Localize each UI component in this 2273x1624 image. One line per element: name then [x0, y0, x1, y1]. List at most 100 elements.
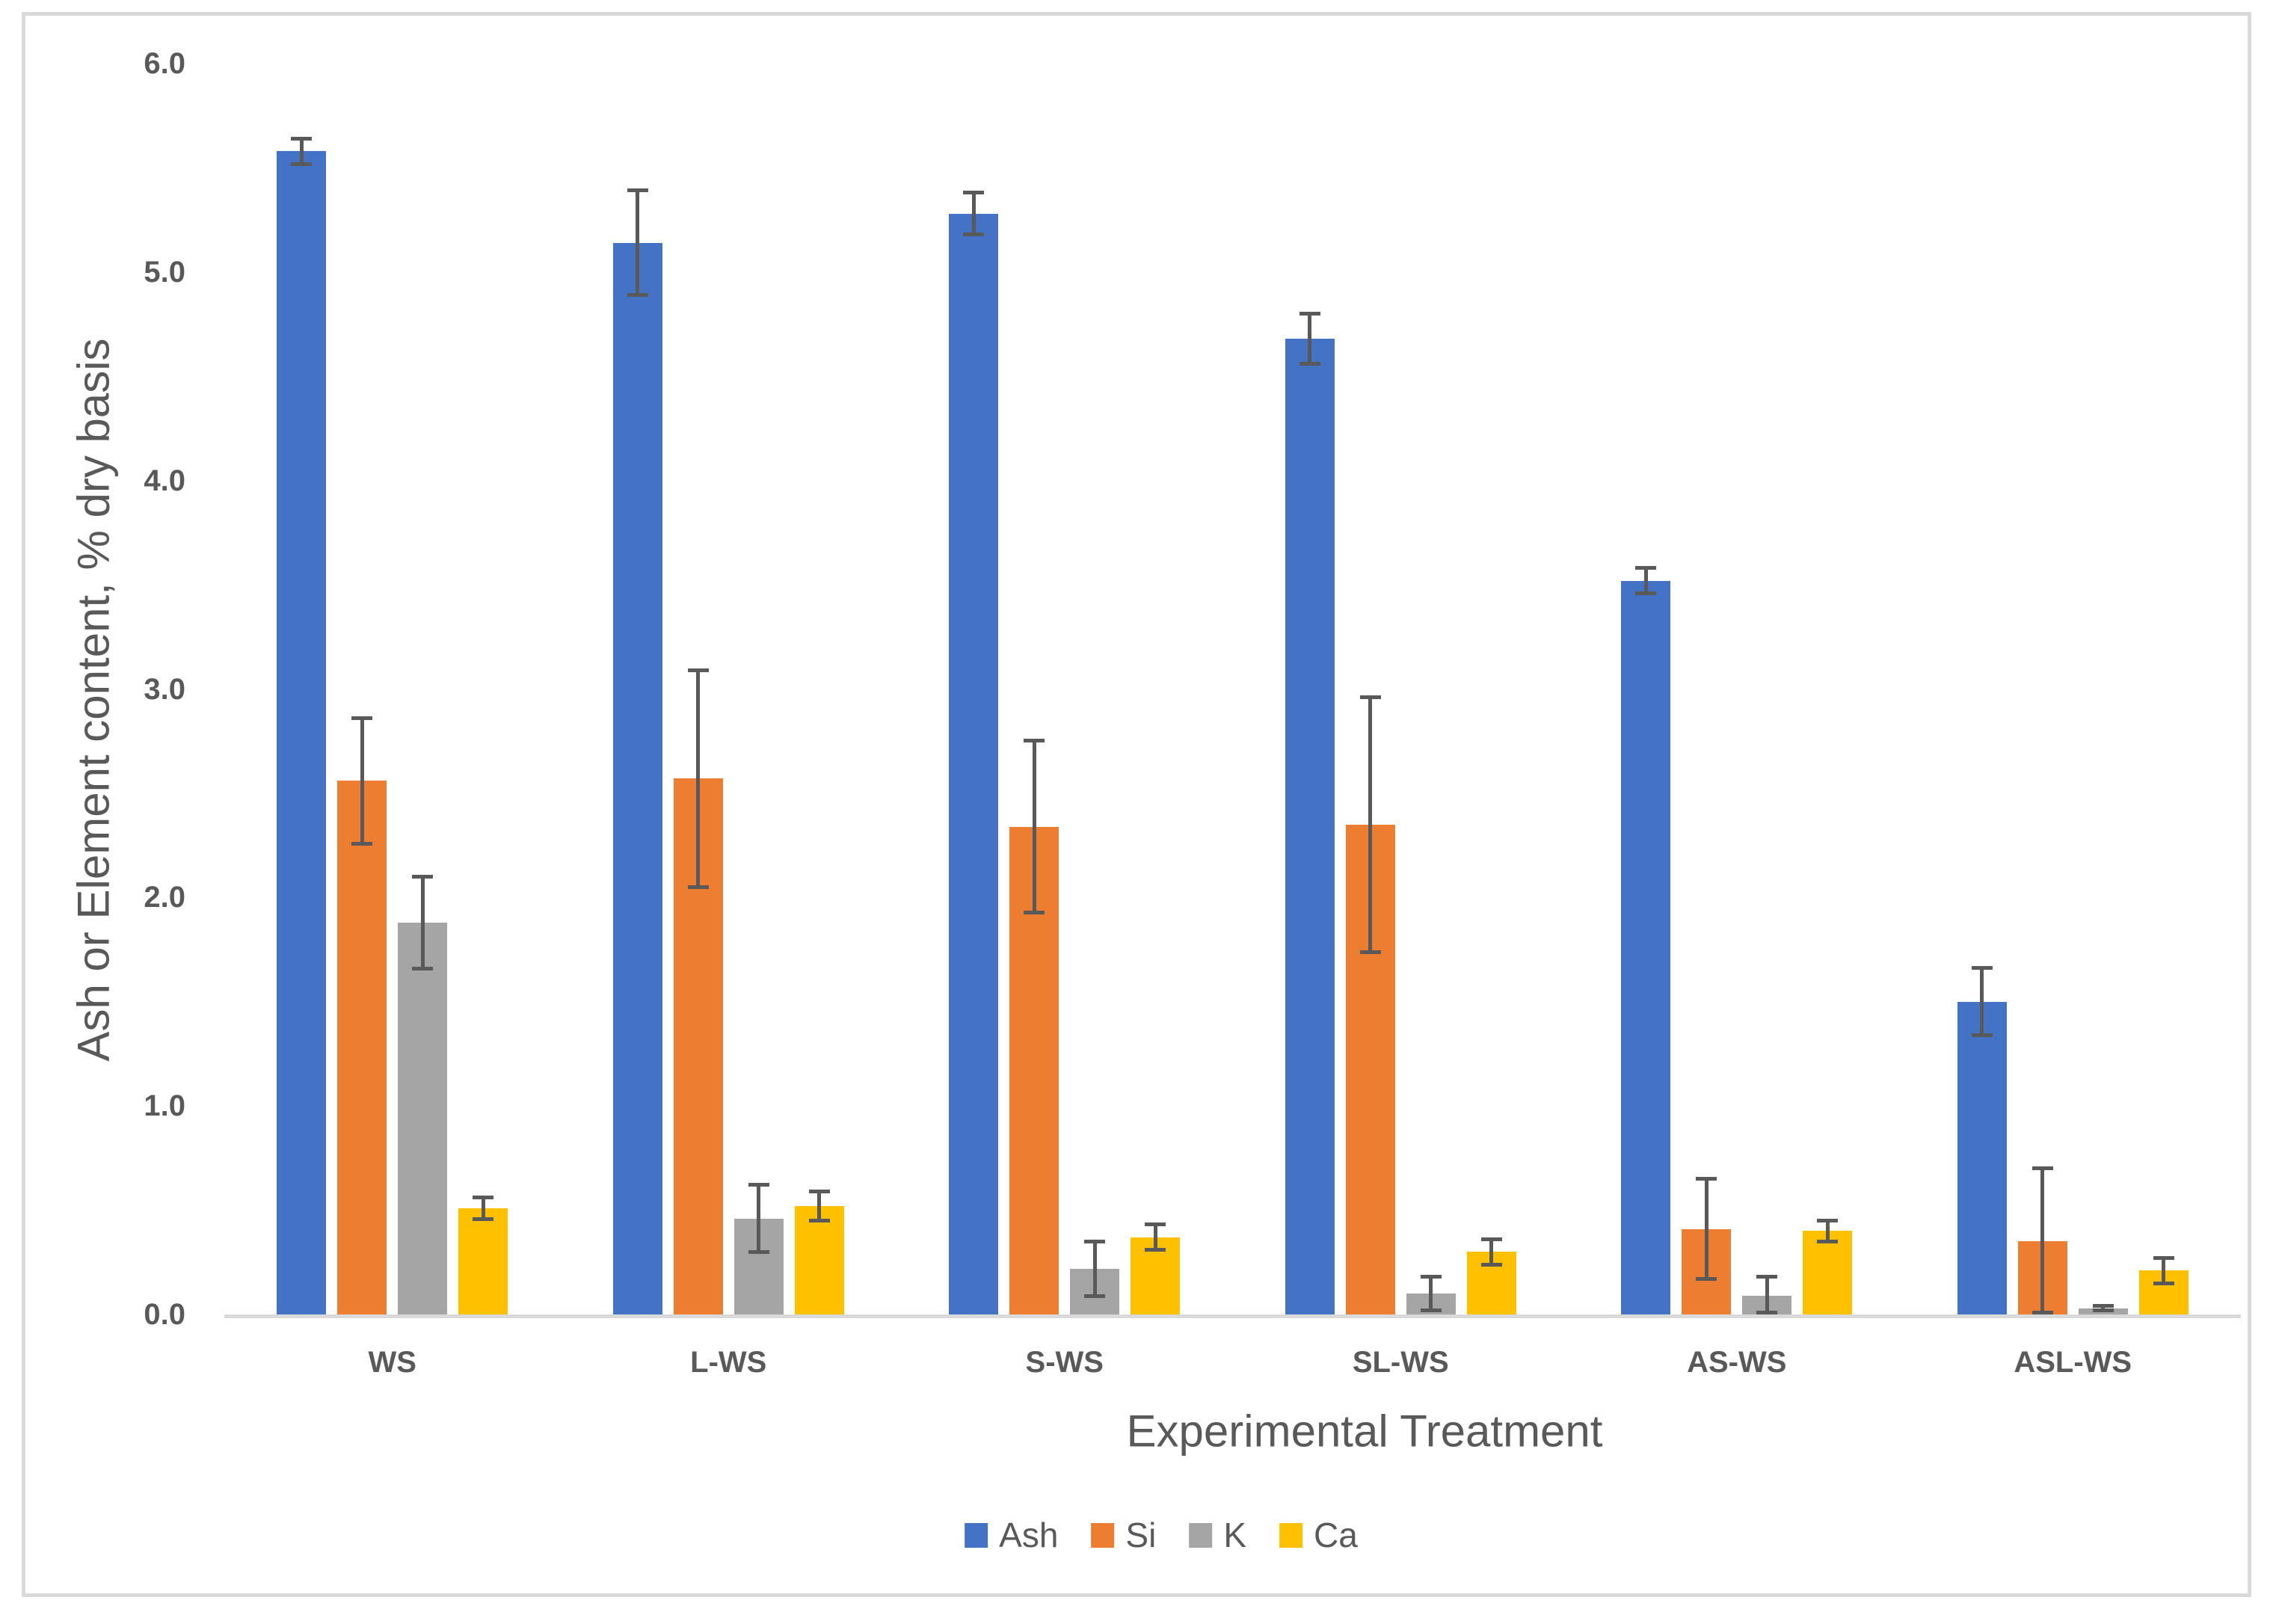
error-bar-line [1704, 1176, 1708, 1282]
y-tick-label-2-0: 2.0 [144, 881, 185, 914]
error-bar-cap [748, 1250, 769, 1255]
bar-si-ws [337, 716, 387, 1314]
error-bar-cap [291, 136, 313, 141]
legend-swatch-k [1189, 1522, 1213, 1548]
error-bar-cap [627, 293, 648, 298]
bar-ash-asl-ws [1957, 966, 2007, 1314]
error-bar-cap [1696, 1176, 1717, 1181]
error-bar-si-asl-ws [2031, 1166, 2053, 1315]
error-bar-ca-ws [473, 1196, 494, 1221]
y-tick-label-3-0: 3.0 [144, 672, 185, 706]
error-bar-cap [2031, 1311, 2053, 1315]
error-bar-cap [1420, 1308, 1442, 1313]
error-bar-k-ws [412, 874, 434, 971]
error-bar-ash-as-ws [1635, 566, 1657, 596]
error-bar-ca-s-ws [1145, 1222, 1166, 1252]
error-bar-line [1643, 566, 1648, 596]
error-bar-line [1368, 695, 1373, 954]
error-bar-cap [1480, 1262, 1502, 1267]
bar-group-ws [224, 64, 561, 1314]
error-bar-cap [1145, 1248, 1166, 1252]
y-tick-label-1-0: 1.0 [144, 1089, 185, 1123]
x-tick-label-asl-ws: ASL-WS [2014, 1346, 2132, 1379]
error-bar-line [2040, 1166, 2045, 1315]
bar-k-s-ws [1070, 1239, 1120, 1314]
error-bar-cap [412, 874, 434, 879]
error-bar-ca-l-ws [808, 1189, 830, 1223]
bar-ca-ws [458, 1196, 508, 1314]
error-bar-cap [473, 1196, 494, 1200]
error-bar-cap [1024, 739, 1045, 743]
error-bar-cap [1145, 1222, 1166, 1227]
x-tick-label-as-ws: AS-WS [1687, 1346, 1787, 1379]
bar-group-s-ws [896, 64, 1233, 1314]
error-bar-cap [1299, 311, 1320, 316]
y-tick-label-6-0: 6.0 [144, 47, 185, 80]
error-bar-si-l-ws [687, 668, 709, 890]
error-bar-ca-sl-ws [1480, 1237, 1502, 1267]
error-bar-cap [2092, 1308, 2114, 1313]
error-bar-k-as-ws [1756, 1275, 1778, 1314]
error-bar-cap [963, 191, 985, 195]
error-bar-line [481, 1196, 485, 1221]
bar-ca-sl-ws [1466, 1237, 1516, 1314]
bar-group-asl-ws [1905, 64, 2242, 1315]
error-bar-cap [2153, 1255, 2174, 1260]
error-bar-si-as-ws [1696, 1176, 1717, 1282]
error-bar-k-asl-ws [2092, 1304, 2114, 1313]
error-bar-cap [1756, 1311, 1778, 1314]
error-bar-line [1825, 1218, 1830, 1244]
error-bar-cap [1971, 1033, 1993, 1038]
error-bar-cap [1696, 1277, 1717, 1282]
error-bar-ash-l-ws [627, 188, 648, 298]
y-axis-tick-labels: 0.0 1.0 2.0 3.0 4.0 5.0 6.0 [0, 0, 185, 1624]
error-bar-line [1032, 739, 1036, 914]
error-bar-k-sl-ws [1420, 1275, 1442, 1313]
error-bar-line [299, 136, 304, 166]
error-bar-line [1092, 1239, 1097, 1298]
error-bar-cap [687, 885, 709, 890]
error-bar-k-s-ws [1084, 1239, 1106, 1298]
legend-item-ca: Ca [1279, 1516, 1358, 1554]
error-bar-line [1308, 311, 1312, 366]
error-bar-ca-as-ws [1817, 1218, 1839, 1244]
error-bar-si-ws [351, 716, 373, 846]
x-tick-label-ws: WS [368, 1346, 416, 1379]
legend-swatch-ash [965, 1522, 988, 1548]
bar-si-as-ws [1682, 1176, 1732, 1314]
error-bar-cap [351, 716, 373, 720]
x-tick-label-s-ws: S-WS [1025, 1346, 1104, 1379]
error-bar-line [971, 191, 976, 237]
error-bar-line [2162, 1255, 2166, 1285]
y-tick-label-4-0: 4.0 [144, 464, 185, 497]
error-bar-cap [1359, 695, 1381, 699]
bar-ash-s-ws [949, 191, 999, 1314]
legend-item-k: K [1189, 1516, 1246, 1554]
legend: Ash Si K Ca [965, 1516, 1358, 1554]
error-bar-ash-s-ws [963, 191, 985, 237]
legend-item-si: Si [1091, 1516, 1156, 1554]
y-tick-label-0-0: 0.0 [144, 1298, 185, 1331]
error-bar-cap [2092, 1304, 2114, 1308]
plot-area [224, 64, 2241, 1318]
bar-group-as-ws [1569, 64, 1905, 1314]
error-bar-cap [1084, 1294, 1106, 1298]
bar-group-l-ws [561, 64, 897, 1314]
bar-ca-l-ws [794, 1189, 844, 1314]
bar-ash-as-ws [1621, 566, 1671, 1314]
bar-k-l-ws [733, 1183, 784, 1314]
error-bar-cap [2031, 1166, 2053, 1171]
legend-label-si: Si [1125, 1516, 1157, 1554]
legend-swatch-si [1091, 1522, 1115, 1548]
error-bar-ash-ws [291, 136, 313, 166]
error-bar-cap [687, 668, 709, 672]
error-bar-cap [1299, 362, 1320, 366]
bar-group-sl-ws [1233, 64, 1569, 1314]
bar-k-ws [398, 874, 448, 1314]
error-bar-line [1429, 1275, 1433, 1313]
error-bar-cap [808, 1189, 830, 1193]
error-bar-ash-asl-ws [1971, 966, 1993, 1038]
legend-item-ash: Ash [965, 1516, 1058, 1554]
error-bar-cap [351, 841, 373, 846]
